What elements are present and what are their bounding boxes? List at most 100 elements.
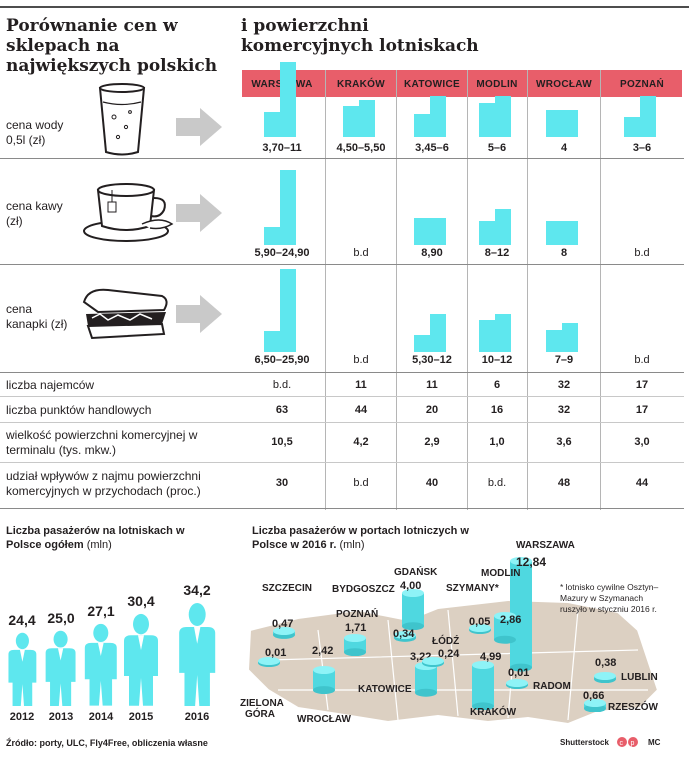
water-row-label: cena wody 0,5l (zł) [6,118,64,147]
ports-title: Liczba pasażerów w portach lotniczych w … [252,525,469,551]
port-value: 4,00 [400,580,422,592]
stat-value: 3,6 [556,436,572,448]
price-min-bar [546,329,562,352]
arrow-icon [176,295,222,333]
airport-header: POZNAŃ [619,79,665,90]
price-value: 8,90 [421,247,443,259]
port-cylinder [258,657,280,667]
port-city-label: WROCŁAW [297,714,351,725]
year-label: 2014 [88,711,114,723]
column-separator [467,70,468,510]
port-value: 0,01 [508,667,530,679]
price-min-bar [264,111,280,137]
price-value: b.d [353,354,369,366]
port-value: 0,47 [272,618,294,630]
passenger-figure [8,632,36,706]
price-max-bar [495,313,511,352]
stat-value: 30 [275,477,289,489]
sandwich-icon [82,288,168,340]
arrow-icon [176,108,222,146]
price-min-bar [479,320,495,352]
port-city-label: SZCZECIN [262,583,312,594]
port-value: 0,66 [583,690,605,702]
port-value: 0,05 [469,616,491,628]
price-value: 7–9 [554,354,574,366]
port-cylinder [469,624,491,634]
port-value: 1,71 [345,622,367,634]
row-divider [0,158,684,159]
price-max-bar [495,209,511,245]
tenants-row-label: liczba najemców [6,378,95,392]
price-value: 5,30–12 [412,354,452,366]
price-value: b.d [634,354,650,366]
price-value: 3,70–11 [262,142,302,154]
passenger-value: 27,1 [87,603,115,620]
port-cylinder [313,665,335,694]
sandwich-row-label: cena kanapki (zł) [6,302,68,331]
price-max-bar [280,170,296,245]
price-max-bar [640,96,656,137]
price-min-bar [414,113,430,137]
stat-value: 16 [490,404,504,416]
source: Źródło: porty, ULC, Fly4Free, obliczenia… [6,738,208,748]
price-max-bar [359,99,375,137]
port-city-label: SZYMANY* [446,583,499,594]
price-max-bar [430,218,446,245]
title-right: i powierzchni komercyjnych lotniskach [241,16,479,56]
stat-value: 48 [557,477,571,489]
price-value: b.d [353,247,369,259]
row-divider [0,372,684,373]
port-cylinder [394,631,416,642]
price-min-bar [264,331,280,352]
stat-value: 63 [275,404,289,416]
price-min-bar [264,227,280,245]
port-city-label: KRAKÓW [470,707,517,718]
stat-value: 4,2 [353,436,369,448]
price-value: 10–12 [481,354,513,366]
passenger-figure [85,624,117,706]
column-separator [600,70,601,510]
port-city-label: MODLIN [481,568,521,579]
stat-value: 6 [493,379,501,391]
column-separator [325,70,326,510]
price-max-bar [430,96,446,137]
stat-value: 17 [635,379,649,391]
coffee-row-label: cena kawy (zł) [6,199,63,228]
price-value: 3–6 [632,142,652,154]
column-separator [396,70,397,510]
port-cylinder [402,588,424,630]
stat-value: 32 [557,404,571,416]
stat-value: 40 [425,477,439,489]
svg-text:c: c [620,740,624,747]
price-value: 5–6 [487,142,507,154]
port-city-label: POZNAŃ [336,609,379,620]
port-city-label: RZESZÓW [608,702,658,713]
port-cylinder [494,612,516,644]
port-cylinder [506,679,528,689]
price-min-bar [479,221,495,245]
port-city-label: BYDGOSZCZ [332,584,395,595]
year-label: 2013 [48,711,74,723]
stat-value: 10,5 [271,436,293,448]
price-min-bar [546,221,562,245]
stat-value: 11 [355,379,367,391]
price-value: 4 [560,142,568,154]
title-left: Porównanie cen w sklepach na największyc… [6,16,218,76]
area-row-label: wielkość powierzchni komercyjnej w termi… [6,428,198,457]
airport-header: KRAKÓW [337,79,385,90]
price-min-bar [479,103,495,137]
water-glass-icon [98,83,146,156]
passenger-figure [124,614,158,706]
year-label: 2016 [184,711,210,723]
price-min-bar [343,106,359,137]
price-max-bar [430,313,446,352]
price-max-bar [562,323,578,352]
port-value: 0,34 [393,628,415,640]
price-max-bar [280,269,296,352]
arrow-icon [176,194,222,232]
port-value: 0,01 [265,647,287,659]
price-max-bar [495,96,511,137]
port-cylinder [422,657,444,667]
stat-value: b.d. [272,379,292,391]
